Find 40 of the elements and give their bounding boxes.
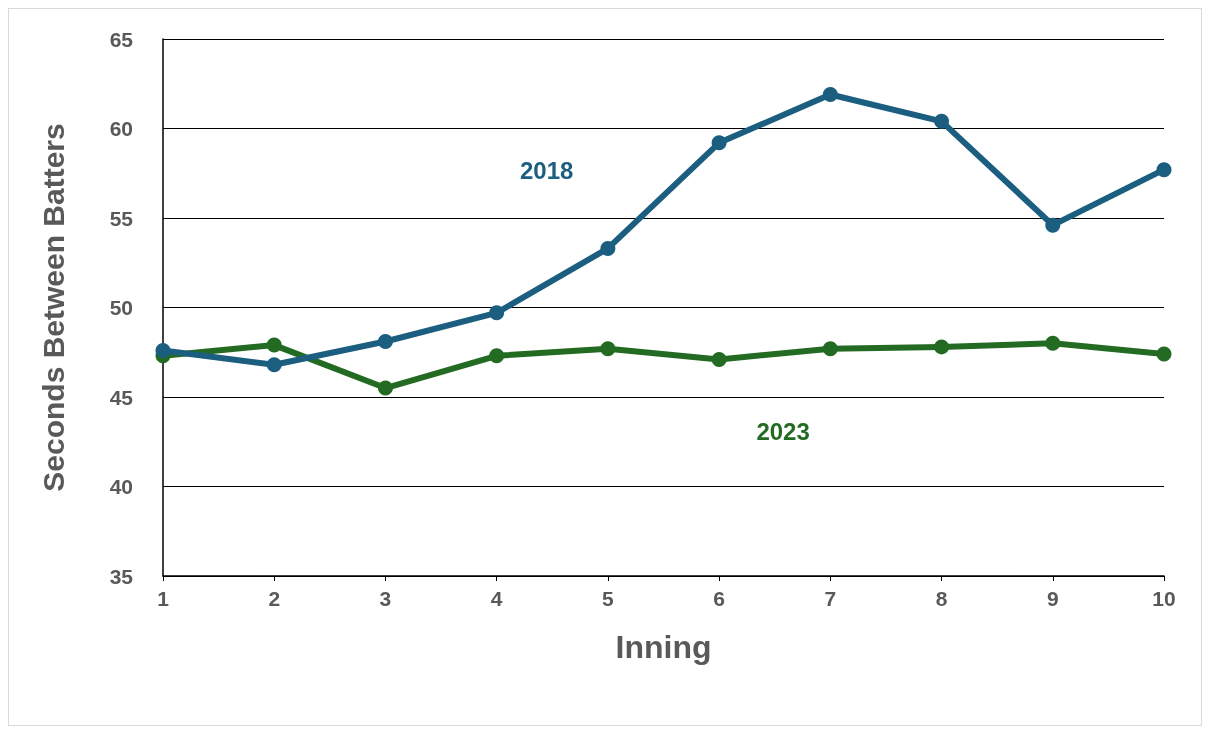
text: 2023 [756,417,810,445]
point [600,240,616,256]
x-tick-label: 8 [935,587,948,610]
point [1156,346,1172,362]
y-tick-label: 45 [109,385,134,409]
point [377,334,393,350]
point [266,337,282,353]
point [489,305,505,321]
y-tick-label: 60 [109,117,133,140]
point [600,341,616,357]
point [489,348,505,364]
point [934,339,950,355]
x-tick-label: 10 [1152,587,1176,610]
point [1156,162,1172,178]
point [377,380,393,396]
x-tick-label: 4 [490,587,503,610]
y-tick-label: 50 [109,296,133,319]
x-tick-label: 5 [602,587,615,610]
point [822,341,838,357]
x-tick-label: 9 [1046,587,1059,610]
point [1045,217,1061,233]
point [155,342,171,358]
y-tick-label: 65 [109,27,134,51]
y-tick-label: 40 [109,475,133,498]
x-tick-label: 3 [379,587,392,610]
point [711,135,727,151]
x-tick-label: 6 [713,587,725,610]
text: 2018 [519,157,574,185]
point [822,86,838,102]
point [1045,335,1061,351]
x-tick-label: 1 [157,587,170,610]
x-axis-title: Inning [615,629,712,665]
x-tick-label: 2 [268,587,281,610]
point [711,351,727,367]
y-axis-title: Seconds Between Batters [36,123,70,492]
y-tick-label: 35 [109,564,134,588]
point [934,113,950,129]
x-tick-label: 7 [824,587,837,610]
point [266,357,282,373]
y-tick-label: 55 [109,206,134,230]
